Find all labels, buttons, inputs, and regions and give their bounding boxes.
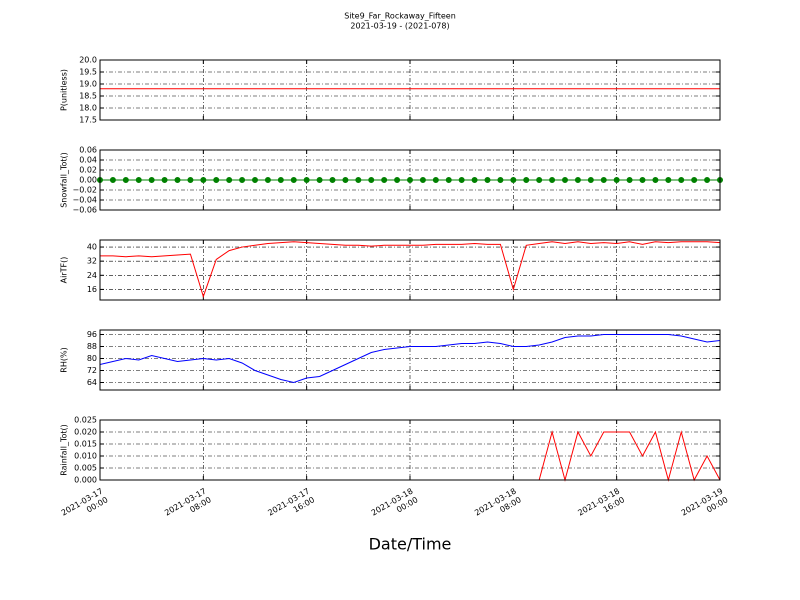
y-tick-label: 20.0: [79, 56, 97, 65]
plot-frame: [99, 149, 721, 211]
y-tick-label: 19.5: [79, 68, 97, 77]
data-point: [264, 177, 271, 183]
data-point: [290, 177, 297, 183]
y-tick-label: 24: [87, 271, 97, 280]
data-point: [355, 177, 362, 183]
data-point: [445, 177, 452, 183]
y-axis-label: P(unitless): [60, 69, 69, 111]
y-tick-label: 0.025: [74, 416, 97, 425]
y-tick-label: 64: [87, 378, 97, 387]
data-point: [303, 177, 310, 183]
y-tick-label: −0.06: [72, 206, 97, 215]
plot-frame: [99, 329, 721, 391]
data-point: [523, 177, 530, 183]
data-point: [316, 177, 323, 183]
data-point: [678, 177, 685, 183]
data-point: [458, 177, 465, 183]
data-point: [200, 177, 207, 183]
data-point: [419, 177, 426, 183]
y-tick-label: 18.0: [79, 104, 97, 113]
data-point: [549, 177, 556, 183]
data-point: [574, 177, 581, 183]
y-axis-label: AirTF(): [60, 257, 69, 284]
y-tick-label: 0.020: [74, 428, 97, 437]
data-point: [484, 177, 491, 183]
data-point: [497, 177, 504, 183]
data-point: [665, 177, 672, 183]
y-tick-label: 40: [87, 243, 97, 252]
data-point: [691, 177, 698, 183]
data-point: [226, 177, 233, 183]
data-point: [161, 177, 168, 183]
y-tick-label: 0.04: [79, 156, 97, 165]
y-tick-label: 88: [87, 342, 97, 351]
data-point: [510, 177, 517, 183]
data-point: [613, 177, 620, 183]
data-point: [704, 177, 711, 183]
y-axis-label: Snowfall_Tot(): [60, 152, 69, 208]
y-tick-label: 18.5: [79, 92, 97, 101]
data-point: [587, 177, 594, 183]
data-point: [368, 177, 375, 183]
data-point: [652, 177, 659, 183]
data-point: [239, 177, 246, 183]
data-point: [174, 177, 181, 183]
y-tick-label: 0.00: [79, 176, 97, 185]
y-tick-label: 0.02: [79, 166, 97, 175]
y-tick-label: 80: [87, 354, 97, 363]
chart-title: Site9_Far_Rockaway_Fifteen: [344, 12, 456, 21]
y-tick-label: 32: [87, 257, 97, 266]
data-point: [626, 177, 633, 183]
data-point: [562, 177, 568, 183]
y-tick-label: 72: [87, 366, 97, 375]
data-point: [213, 177, 220, 183]
data-point: [252, 177, 258, 183]
data-point: [471, 177, 478, 183]
y-tick-label: 0.015: [74, 440, 97, 449]
data-point: [277, 177, 284, 183]
data-point: [407, 177, 413, 183]
plot-frame: [99, 59, 721, 121]
data-point: [342, 177, 349, 183]
y-tick-label: 96: [87, 330, 97, 339]
plot-frame: [99, 419, 721, 481]
data-point: [135, 177, 142, 183]
data-point: [122, 177, 129, 183]
y-tick-label: −0.04: [72, 196, 97, 205]
plot-frame: [99, 239, 721, 301]
data-point: [639, 177, 646, 183]
data-line: [99, 334, 721, 384]
data-point: [329, 177, 336, 183]
data-point: [381, 177, 388, 183]
data-point: [394, 177, 401, 183]
y-tick-label: 17.5: [79, 116, 97, 125]
data-point: [148, 177, 155, 183]
data-point: [187, 177, 194, 183]
y-tick-label: 0.000: [74, 476, 97, 485]
y-axis-label: RH(%): [60, 347, 69, 372]
y-tick-label: −0.02: [72, 186, 97, 195]
y-tick-label: 0.005: [74, 464, 97, 473]
chart-subtitle: 2021-03-19 - (2021-078): [350, 22, 449, 31]
data-point: [600, 177, 607, 183]
y-tick-label: 16: [87, 285, 97, 294]
y-tick-label: 0.010: [74, 452, 97, 461]
x-axis-label: Date/Time: [369, 535, 452, 554]
y-axis-label: Rainfall_Tot(): [60, 424, 69, 476]
y-tick-label: 0.06: [79, 146, 97, 155]
y-tick-label: 19.0: [79, 80, 97, 89]
data-point: [109, 177, 116, 183]
data-line: [100, 241, 721, 299]
data-point: [432, 177, 439, 183]
data-point: [536, 177, 543, 183]
